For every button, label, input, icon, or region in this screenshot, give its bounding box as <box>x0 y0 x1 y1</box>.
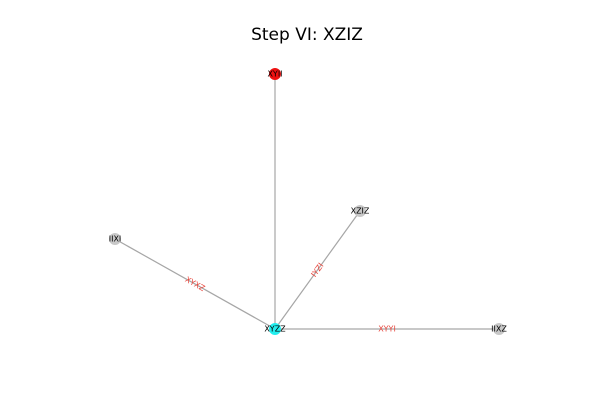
node-xyzz: XYZZ <box>264 323 286 335</box>
node-marker <box>354 205 366 217</box>
node-iixi: IIXI <box>109 233 122 245</box>
edge-label-xyyi: XYYI <box>378 325 396 334</box>
node-label: XYII <box>267 70 282 79</box>
node-label: IIXI <box>109 235 122 244</box>
edge-label-iyzi: IYZI <box>309 261 325 279</box>
diagram-title: Step VI: XZIZ <box>251 25 363 45</box>
node-label: IIXZ <box>491 325 507 334</box>
node-label: XYZZ <box>264 325 286 334</box>
node-iixz: IIXZ <box>491 323 507 335</box>
edge-label-xyxz: XYXZ <box>183 275 206 294</box>
edge-xyzz-iixi <box>114 238 276 330</box>
node-marker <box>269 68 281 80</box>
node-label: XZIZ <box>351 207 370 216</box>
node-xziz: XZIZ <box>351 205 370 217</box>
node-marker <box>493 323 505 335</box>
edge-xyzz-xziz <box>274 210 361 330</box>
edge-labels-layer: IYZI XYXZ XYYI <box>183 261 395 333</box>
node-marker <box>109 233 121 245</box>
edges-layer <box>114 74 499 330</box>
nodes-layer: XYII XZIZ IIXI XYZZ IIXZ <box>109 68 507 335</box>
node-xyii: XYII <box>267 68 283 80</box>
node-marker <box>269 323 281 335</box>
